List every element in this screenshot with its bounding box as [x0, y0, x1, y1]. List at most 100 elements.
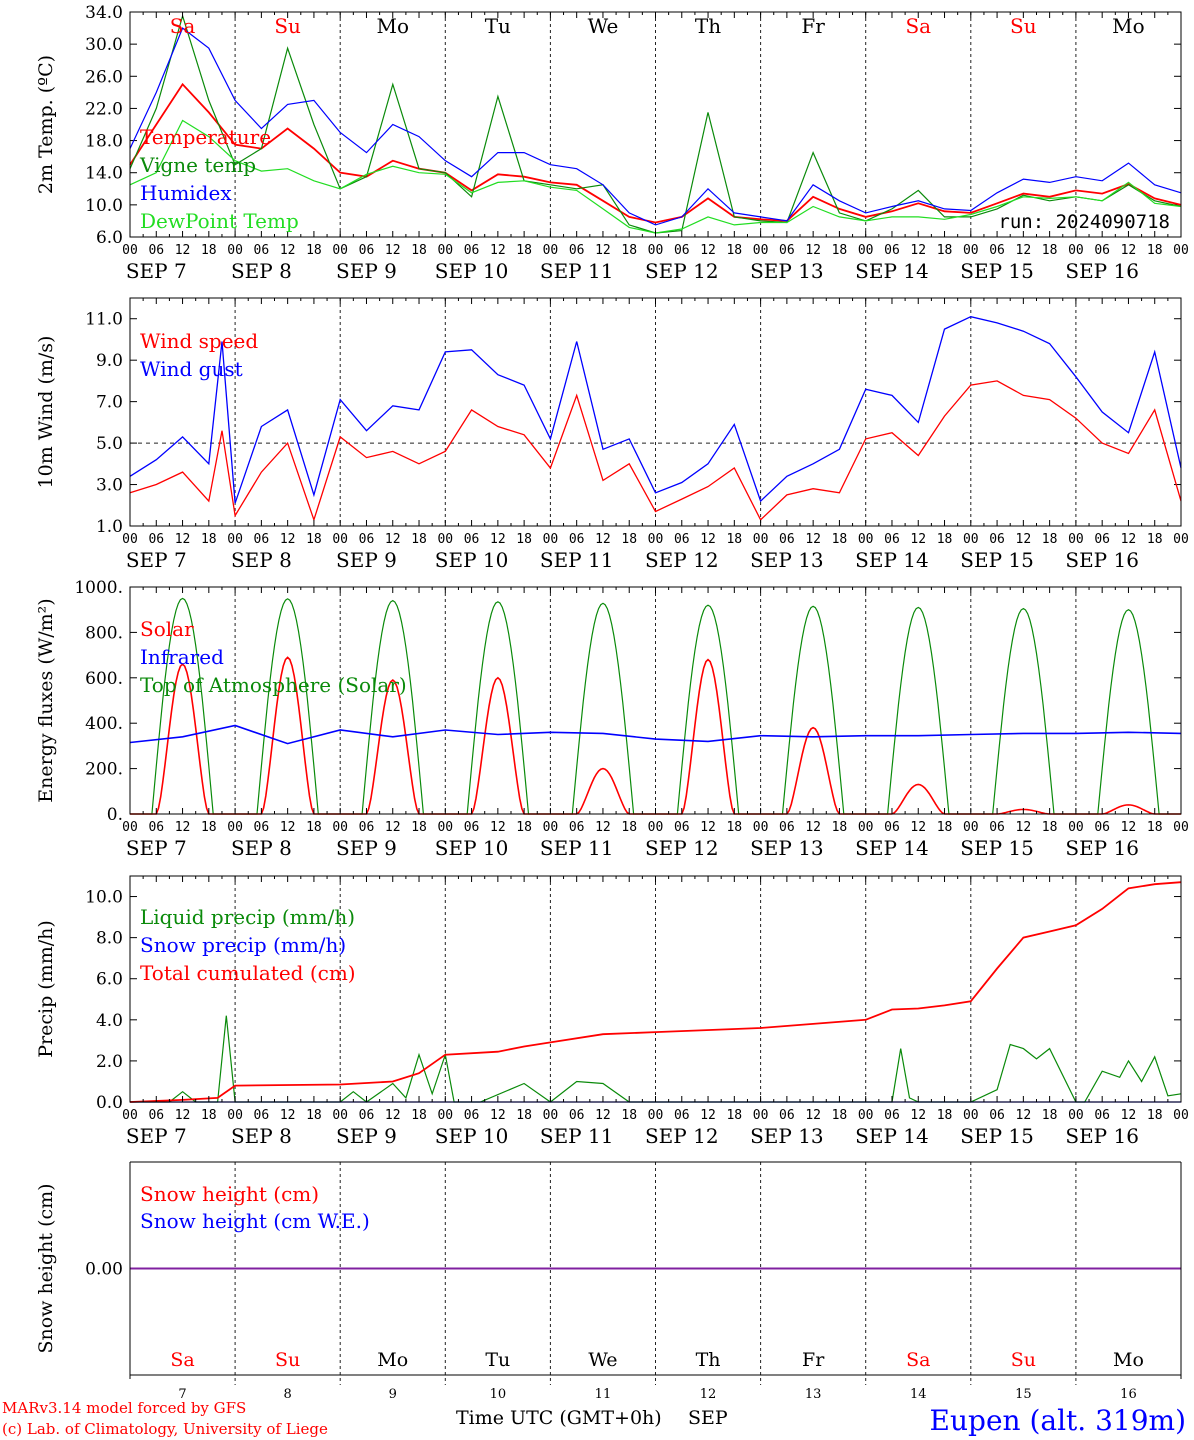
- hour-tick-label: 18: [726, 532, 742, 547]
- hour-tick-label: 18: [1147, 820, 1163, 835]
- hour-tick-label: 06: [569, 1108, 585, 1123]
- hour-tick-label: 00: [1173, 532, 1189, 547]
- legend-entry: Top of Atmosphere (Solar): [140, 673, 407, 697]
- hour-tick-label: 18: [411, 243, 427, 258]
- weekday-label: We: [588, 14, 619, 38]
- hour-tick-label: 00: [858, 532, 874, 547]
- date-tick-label: SEP 9: [336, 1124, 397, 1148]
- hour-tick-label: 18: [1147, 532, 1163, 547]
- date-tick-label: SEP 8: [231, 548, 292, 572]
- panels-layer: 6.0 10.0 14.0 18.0 22.0 26.0 30.0 34.0 2m Temp. …: [35, 3, 1189, 1402]
- hour-tick-label: 00: [963, 820, 979, 835]
- hour-tick-label: 06: [254, 532, 270, 547]
- hour-tick-label: 06: [254, 820, 270, 835]
- date-tick-label: SEP 14: [855, 548, 929, 572]
- date-tick-label: SEP 12: [645, 1124, 719, 1148]
- series-line: [129, 27, 1182, 226]
- y-tick-label: 2.0: [96, 1052, 123, 1072]
- hour-tick-label: 00: [332, 532, 348, 547]
- wind-panel: 1.0 3.0 5.0 7.0 9.0 11.0 10m Wind (m/s) 00 06 12 1…: [35, 297, 1189, 572]
- hour-tick-label: 18: [937, 532, 953, 547]
- weekday-label: Sa: [170, 14, 196, 38]
- date-tick-label: SEP 9: [336, 548, 397, 572]
- legend-entry: Snow height (cm W.E.): [140, 1209, 370, 1233]
- y-tick-label: 26.0: [85, 67, 123, 87]
- y-tick-label: 800.: [85, 623, 123, 643]
- y-tick-label: 30.0: [85, 35, 123, 55]
- hour-tick-label: 18: [726, 243, 742, 258]
- legend-entry: Solar: [140, 617, 194, 641]
- y-axis-label: 10m Wind (m/s): [35, 336, 57, 489]
- hour-tick-label: 00: [1068, 243, 1084, 258]
- energy-panel: 0. 200. 400. 600. 800. 1000. Energy fluxes (W/…: [35, 578, 1189, 860]
- y-tick-label: 600.: [85, 669, 123, 689]
- y-tick-label: 34.0: [85, 3, 123, 23]
- hour-tick-label: 18: [411, 1108, 427, 1123]
- hour-tick-label: 18: [726, 820, 742, 835]
- temperature-panel: 6.0 10.0 14.0 18.0 22.0 26.0 30.0 34.0 2m Temp. …: [35, 3, 1189, 283]
- date-tick-label: SEP 16: [1065, 1124, 1139, 1148]
- y-tick-label: 10.0: [85, 196, 123, 216]
- hour-tick-label: 18: [1147, 243, 1163, 258]
- hour-tick-label: 18: [621, 820, 637, 835]
- date-tick-label: SEP 8: [231, 836, 292, 860]
- hour-tick-label: 18: [201, 820, 217, 835]
- x-axis-title: Time UTC (GMT+0h): [456, 1407, 662, 1429]
- hour-tick-label: 00: [332, 820, 348, 835]
- hour-tick-label: 00: [437, 532, 453, 547]
- legend-entry: Wind speed: [140, 329, 258, 353]
- hour-tick-label: 12: [700, 243, 716, 258]
- date-tick-label: SEP 8: [231, 1124, 292, 1148]
- y-tick-label: 7.0: [96, 393, 123, 413]
- hour-tick-label: 12: [490, 243, 506, 258]
- run-label: run: 2024090718: [998, 211, 1170, 233]
- hour-tick-label: 06: [1094, 1108, 1110, 1123]
- hour-tick-label: 06: [254, 243, 270, 258]
- weekday-label: Tu: [485, 14, 511, 38]
- weekday-label: Fr: [802, 1349, 825, 1371]
- y-tick-label: 0.: [107, 805, 123, 825]
- y-tick-label: 6.0: [96, 228, 123, 248]
- hour-tick-label: 12: [175, 243, 191, 258]
- hour-tick-label: 18: [516, 1108, 532, 1123]
- hour-tick-label: 00: [543, 532, 559, 547]
- hour-tick-label: 06: [779, 532, 795, 547]
- hour-tick-label: 06: [148, 243, 164, 258]
- hour-tick-label: 06: [884, 820, 900, 835]
- date-tick-label: SEP 7: [126, 548, 187, 572]
- footer-lab-credit: (c) Lab. of Climatology, University of L…: [2, 1420, 328, 1438]
- y-tick-label: 3.0: [96, 476, 123, 496]
- date-tick-label: SEP 10: [435, 1124, 509, 1148]
- hour-tick-label: 06: [359, 820, 375, 835]
- x-axis-month: SEP: [688, 1407, 728, 1429]
- hour-tick-label: 18: [1042, 532, 1058, 547]
- hour-tick-label: 06: [674, 820, 690, 835]
- y-axis-label: Precip (mm/h): [35, 920, 57, 1058]
- hour-tick-label: 12: [1016, 820, 1032, 835]
- hour-tick-label: 18: [621, 243, 637, 258]
- hour-tick-label: 00: [753, 1108, 769, 1123]
- hour-tick-label: 12: [595, 532, 611, 547]
- legend-entry: Infrared: [140, 645, 224, 669]
- hour-tick-label: 06: [148, 1108, 164, 1123]
- hour-tick-label: 18: [411, 532, 427, 547]
- date-tick-label: SEP 10: [435, 259, 509, 283]
- hour-tick-label: 06: [359, 243, 375, 258]
- hour-tick-label: 12: [385, 1108, 401, 1123]
- hour-tick-label: 06: [569, 532, 585, 547]
- legend-entry: Liquid precip (mm/h): [140, 905, 355, 929]
- hour-tick-label: 18: [306, 532, 322, 547]
- date-tick-label: SEP 7: [126, 836, 187, 860]
- hour-tick-label: 06: [359, 532, 375, 547]
- hour-tick-label: 12: [910, 532, 926, 547]
- hour-tick-label: 18: [516, 820, 532, 835]
- hour-tick-label: 06: [779, 243, 795, 258]
- hour-tick-label: 00: [227, 532, 243, 547]
- date-tick-label: SEP 9: [336, 836, 397, 860]
- hour-tick-label: 12: [595, 243, 611, 258]
- y-tick-label: 0.00: [85, 1260, 123, 1280]
- weekday-label: Tu: [485, 1349, 510, 1371]
- hour-tick-label: 12: [280, 532, 296, 547]
- day-number-label: 8: [284, 1387, 292, 1402]
